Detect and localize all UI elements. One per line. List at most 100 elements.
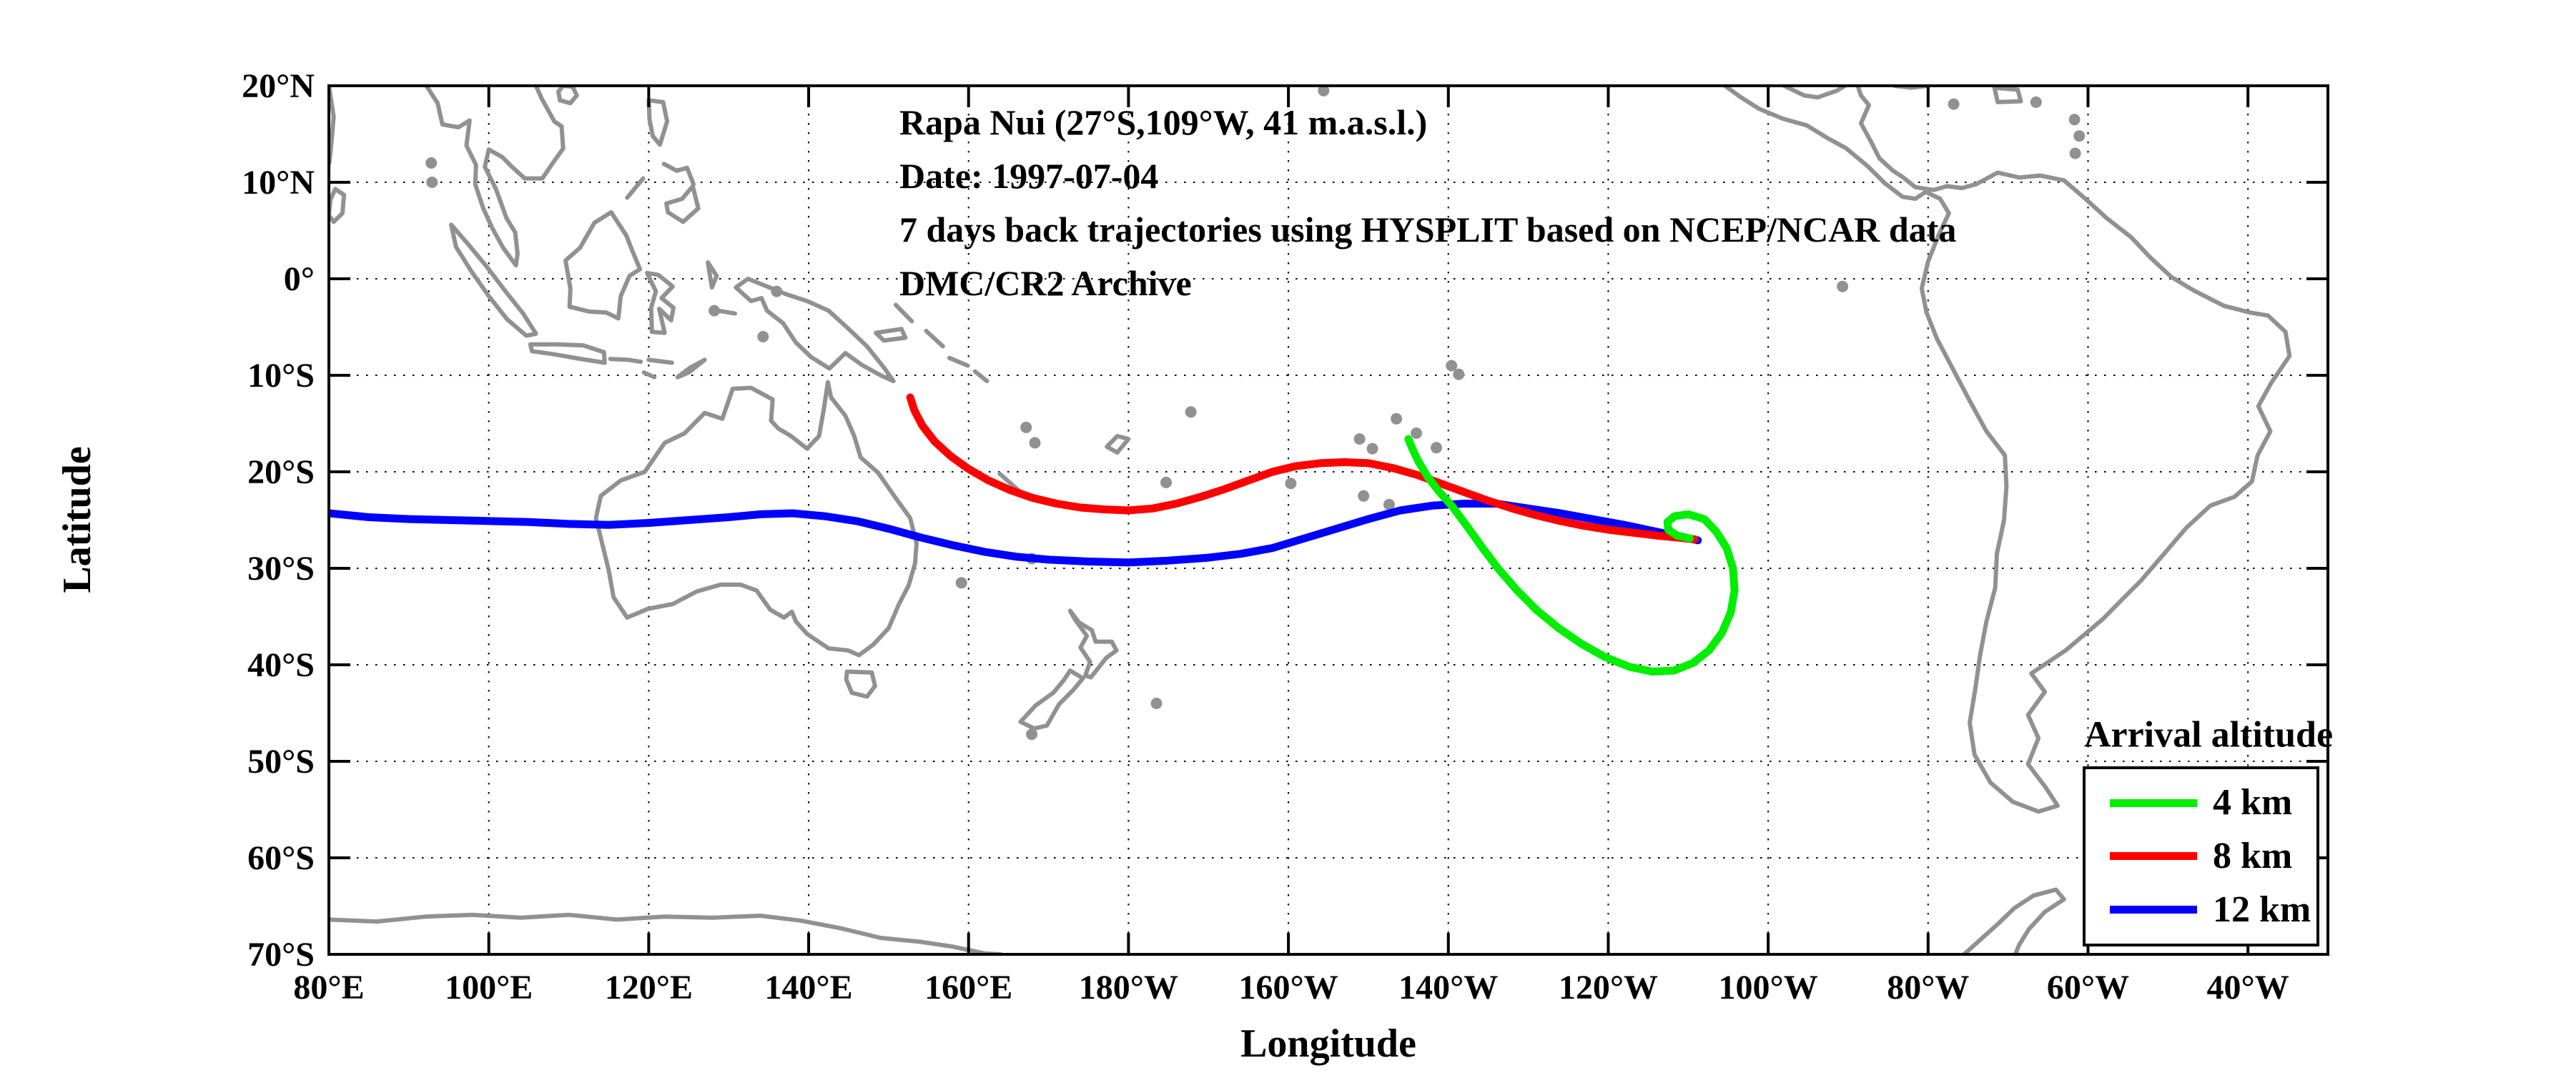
island-dot	[1837, 280, 1849, 292]
island-dot	[709, 305, 721, 317]
x-tick-label: 140°W	[1398, 969, 1498, 1007]
annotation-date: Date: 1997-07-04	[899, 156, 1159, 196]
coastline-flores	[646, 357, 674, 365]
island-dot	[1431, 442, 1442, 454]
legend-label-12km: 12 km	[2213, 889, 2311, 930]
island-dot	[1353, 433, 1366, 445]
coastline-antarctic-peninsula	[1962, 887, 2066, 954]
y-tick-label: 10°S	[247, 357, 315, 395]
coastline-hispaniola	[1992, 86, 2023, 104]
tick-labels: 80°E 100°E 120°E 140°E 160°E 180°W 160°W 140°W 1…	[242, 67, 2289, 1007]
coastline-luzon	[646, 98, 670, 147]
x-axis-label: Longitude	[1240, 1022, 1416, 1066]
island-dot	[757, 331, 769, 342]
coastline-australia	[593, 380, 919, 658]
island-dot	[1318, 86, 1330, 97]
legend-title: Arrival altitude	[2083, 714, 2334, 756]
annotation-archive: DMC/CR2 Archive	[899, 263, 1192, 303]
legend-label-8km: 8 km	[2213, 835, 2293, 876]
island-dot	[1446, 360, 1458, 372]
x-tick-label: 180°W	[1079, 969, 1178, 1007]
x-tick-label: 120°E	[605, 969, 693, 1007]
coastline-timor	[675, 357, 707, 380]
coastline-new-guinea	[734, 277, 896, 384]
x-tick-label: 120°W	[1559, 969, 1658, 1007]
island-dot	[426, 177, 438, 188]
coastline-solomons-2	[947, 355, 970, 368]
x-tick-label: 100°W	[1719, 969, 1818, 1007]
legend-swatch-4km	[2110, 798, 2197, 807]
island-dot	[1948, 98, 1960, 110]
coastline-borneo	[563, 209, 643, 321]
coastline-hainan	[556, 86, 579, 106]
annotation-station: Rapa Nui (27°S,109°W, 41 m.a.s.l.)	[899, 102, 1428, 142]
x-tick-label: 40°W	[2207, 969, 2289, 1007]
island-dot	[1020, 421, 1032, 433]
island-dot	[1358, 490, 1370, 502]
x-tick-label: 160°E	[924, 969, 1012, 1007]
plot-border	[327, 84, 2329, 956]
coastline-visayas	[661, 162, 696, 187]
island-dot	[1160, 476, 1172, 488]
island-dot	[2073, 130, 2086, 142]
island-dot	[1411, 427, 1422, 439]
island-dot	[1029, 437, 1041, 449]
y-tick-label: 50°S	[247, 743, 315, 781]
coastline-new-ireland	[893, 302, 914, 324]
annotation-block: Rapa Nui (27°S,109°W, 41 m.a.s.l.) Date:…	[899, 96, 1956, 310]
coastline-new-zealand-south	[1018, 668, 1085, 731]
coastlines	[329, 86, 2292, 954]
coastline-mindanao	[664, 184, 701, 224]
y-tick-label: 60°S	[247, 839, 315, 877]
y-tick-label: 0°	[284, 260, 315, 298]
island-dot	[2068, 114, 2081, 126]
coastline-campeche-gulf-coast	[1782, 86, 1847, 100]
annotation-method: 7 days back trajectories using HYSPLIT b…	[899, 209, 1957, 249]
island-dot	[1383, 498, 1395, 510]
x-tick-label: 160°W	[1238, 969, 1338, 1007]
x-tick-label: 80°E	[293, 969, 364, 1007]
island-dot	[2069, 147, 2081, 159]
island-dot	[1285, 478, 1297, 490]
legend-entry-12km: 12 km	[2110, 891, 2316, 929]
x-tick-label: 100°E	[445, 969, 533, 1007]
coastline-tasmania	[844, 669, 877, 699]
legend-swatch-8km	[2110, 852, 2197, 861]
coastline-americas	[1722, 86, 2292, 814]
coastline-new-britain	[874, 327, 908, 343]
coastline-solomons-1	[924, 328, 945, 349]
island-dot	[1185, 406, 1197, 418]
island-dot	[771, 285, 783, 297]
trajectories	[329, 393, 1739, 676]
coastline-palawan	[625, 176, 646, 200]
axes-frame	[327, 84, 2329, 956]
coastline-lesser-sunda	[608, 357, 643, 365]
trajectory-12km	[329, 500, 1702, 567]
coastline-antarctica-east	[329, 912, 1003, 954]
coastline-new-zealand-north	[1067, 608, 1119, 680]
coastline-sulawesi	[645, 270, 676, 335]
x-tick-label: 60°W	[2047, 969, 2129, 1007]
coastline-sumba	[641, 370, 657, 380]
y-tick-label: 20°N	[242, 67, 315, 105]
island-dot	[955, 577, 967, 589]
legend: 4 km 8 km 12 km	[2083, 766, 2319, 946]
coastline-java	[528, 342, 607, 365]
coastline-solomons-3	[972, 369, 990, 384]
x-tick-label: 140°E	[764, 969, 852, 1007]
legend-entry-8km: 8 km	[2110, 835, 2316, 876]
coastline-halmahera	[706, 260, 719, 290]
island-dot	[1150, 698, 1163, 709]
y-tick-label: 40°S	[247, 646, 315, 684]
y-tick-label: 20°S	[247, 453, 315, 491]
coastline-fiji	[1105, 434, 1131, 455]
island-dot	[1366, 442, 1378, 455]
legend-label-4km: 4 km	[2213, 782, 2293, 824]
coastline-sri-lanka	[329, 187, 347, 224]
y-axis-label: Latitude	[55, 446, 99, 593]
trajectory-4km	[1404, 435, 1739, 676]
coastline-sumatra	[449, 222, 538, 338]
island-dot	[425, 157, 438, 169]
